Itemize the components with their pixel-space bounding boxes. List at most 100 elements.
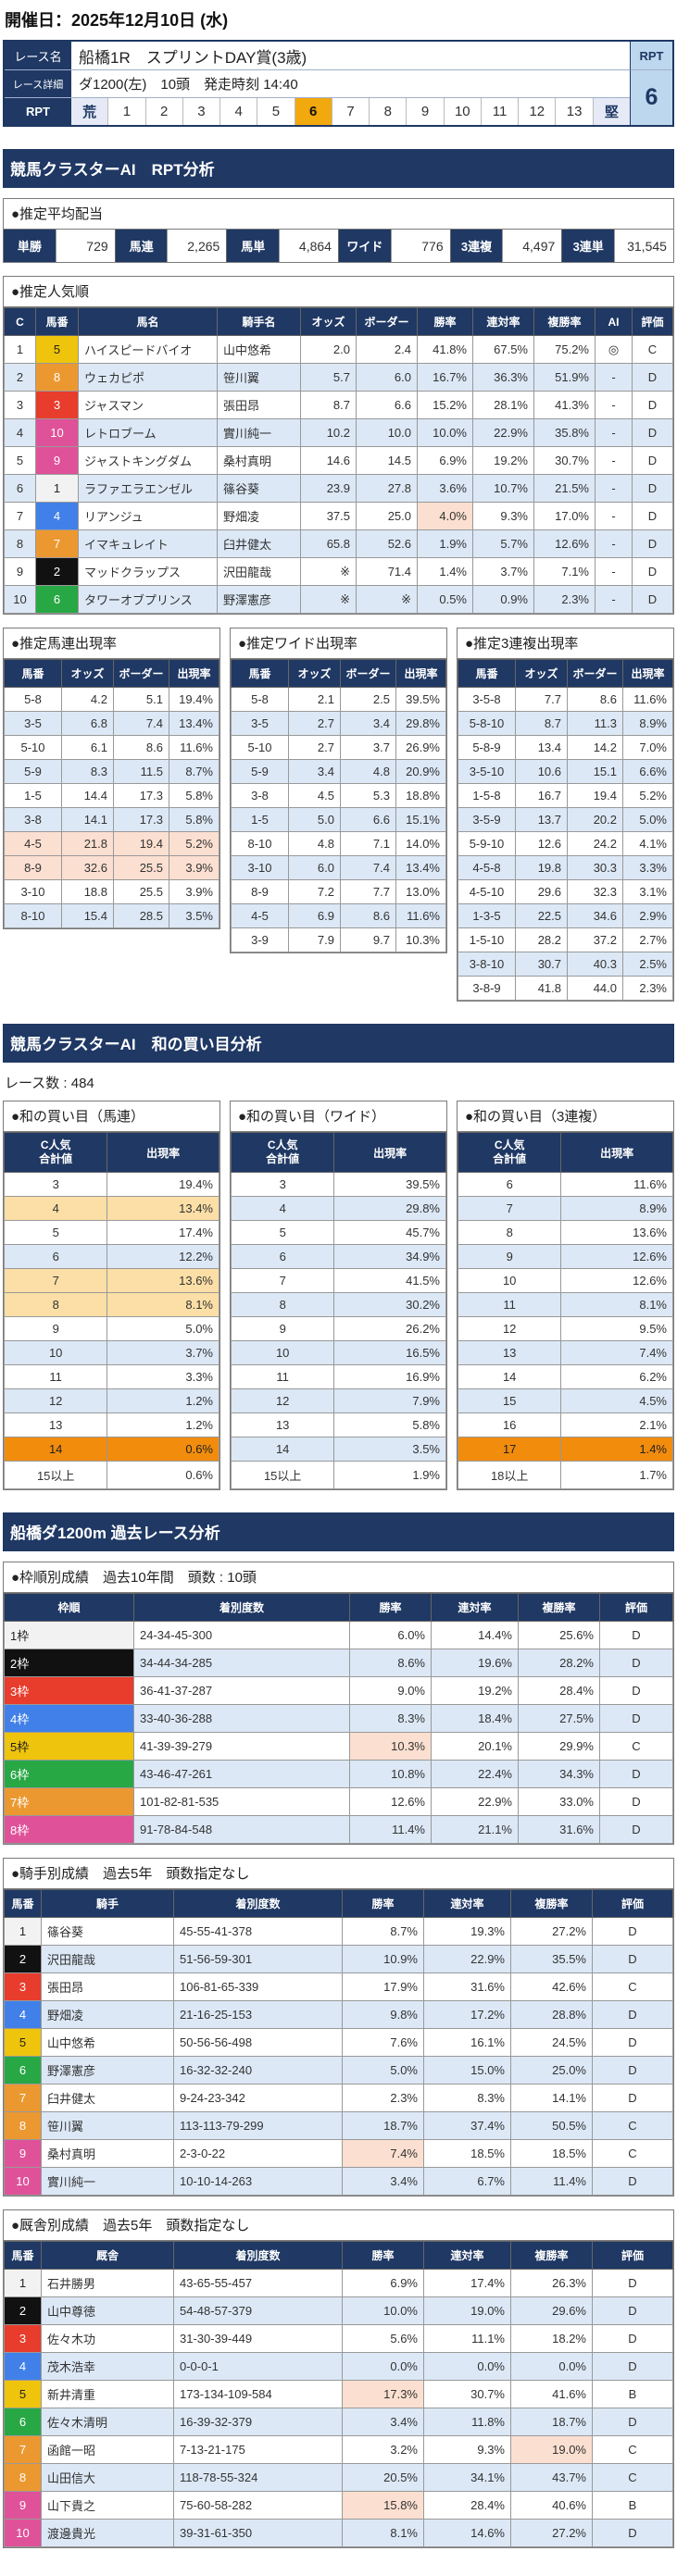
rpt-scale-cell-4[interactable]: 4 [219, 98, 257, 125]
rate-cell: 11.6% [169, 735, 219, 760]
show-rate-cell: 28.8% [510, 2000, 593, 2029]
column-header: 馬番 [458, 659, 516, 688]
win-rate-cell: 0.5% [417, 585, 473, 614]
table-row: 5枠 41-39-39-279 10.3% 20.1% 29.9% C [4, 1732, 673, 1761]
frame-cell: 1枠 [4, 1621, 134, 1649]
table-row: 7 函館一昭 7-13-21-175 3.2% 9.3% 19.0% C [4, 2435, 673, 2464]
rpt-scale-cell-1[interactable]: 1 [107, 98, 144, 125]
odds-cell: 6.9 [288, 903, 341, 928]
rate-cell: 8.9% [622, 711, 673, 736]
table-row: 1-3-5 22.5 34.6 2.9% [458, 903, 673, 928]
eval-cell: C [592, 2139, 673, 2168]
combination-cell: 4-5 [231, 903, 289, 928]
odds-cell: 14.4 [61, 783, 114, 808]
quinella-rate-cell: 8.3% [423, 2084, 511, 2112]
rpt-scale-cell-荒[interactable]: 荒 [71, 98, 108, 125]
rpt-scale-cell-10[interactable]: 10 [443, 98, 481, 125]
ai-mark-cell: - [595, 363, 633, 392]
show-rate-cell: 40.6% [510, 2491, 593, 2520]
odds-cell: 7.2 [288, 879, 341, 904]
table-row: 2 山中尊徳 54-48-57-379 10.0% 19.0% 29.6% D [4, 2296, 673, 2325]
table-row: 12 7.9% [230, 1388, 446, 1413]
eval-cell: B [592, 2380, 673, 2408]
table-row: 15以上 0.6% [3, 1461, 219, 1489]
rpt-scale-cell-堅[interactable]: 堅 [592, 98, 630, 125]
odds-cell: 37.5 [300, 502, 357, 530]
umaren-rate-box: ●推定馬連出現率 馬番 オッズ ボーダー 出現率 5-8 4.2 5.1 19.4% 3-5 6… [3, 628, 220, 929]
rpt-scale-cell-9[interactable]: 9 [406, 98, 443, 125]
odds-cell: 32.6 [61, 855, 114, 880]
rpt-scale-cell-12[interactable]: 12 [518, 98, 555, 125]
rate-cell: 5.0% [622, 807, 673, 832]
win-rate-cell: 3.4% [342, 2167, 424, 2196]
win-rate-cell: 6.9% [342, 2269, 424, 2297]
rpt-scale-cell-11[interactable]: 11 [480, 98, 518, 125]
rate-cell: 1.7% [560, 1461, 673, 1489]
rpt-scale-cell-2[interactable]: 2 [144, 98, 182, 125]
quinella-rate-cell: 19.3% [423, 1917, 511, 1946]
odds-cell: 15.4 [61, 903, 114, 928]
horse-number-cell: 10 [35, 418, 79, 447]
combination-cell: 4-5-10 [458, 879, 516, 904]
wa-body-1: 3 39.5% 4 29.8% 5 45.7% 6 34.9% 7 41.5% 8 30.2% 9 26.… [230, 1172, 446, 1489]
column-header: AI [595, 307, 633, 336]
table-row: 15以上 1.9% [230, 1461, 446, 1489]
table-row: 9 12.6% [457, 1244, 673, 1269]
table-row: 9 山下貴之 75-60-58-282 15.8% 28.4% 40.6% B [4, 2491, 673, 2520]
stable-name-cell: 新井清重 [41, 2380, 174, 2408]
table-row: 18以上 1.7% [457, 1461, 673, 1489]
wide-rate-table: 馬番 オッズ ボーダー 出現率 5-8 2.1 2.5 39.5% 3-5 2.7 3.4 29.8… [231, 659, 446, 952]
quinella-rate-cell: 22.9% [431, 1787, 519, 1816]
rpt-scale-cell-5[interactable]: 5 [257, 98, 294, 125]
rate-cell: 3.1% [622, 879, 673, 904]
jockey-name-cell: 篠谷葵 [217, 474, 301, 503]
win-rate-cell: 5.0% [342, 2056, 424, 2084]
win-rate-cell: 9.8% [342, 2000, 424, 2029]
popularity-sum-cell: 17 [457, 1437, 562, 1462]
odds-cell: 12.6 [515, 831, 568, 856]
rpt-scale-cell-6[interactable]: 6 [294, 98, 332, 125]
odds-cell: 30.7 [515, 952, 568, 977]
jockey-name-cell: 桑村真明 [41, 2139, 174, 2168]
show-rate-cell: 35.8% [533, 418, 596, 447]
border-cell: 25.5 [113, 855, 169, 880]
payout-value: 2,265 [167, 230, 226, 262]
rpt-scale-cell-8[interactable]: 8 [369, 98, 406, 125]
rpt-scale-cell-3[interactable]: 3 [182, 98, 219, 125]
rpt-scale-cell-7[interactable]: 7 [331, 98, 369, 125]
show-rate-cell: 0.0% [510, 2352, 593, 2381]
horse-number-cell: 3 [4, 1972, 42, 2001]
rate-cell: 7.0% [622, 735, 673, 760]
jockey-name-cell: 野畑凌 [41, 2000, 174, 2029]
record-cell: 10-10-14-263 [173, 2167, 343, 2196]
rate-cell: 16.9% [333, 1364, 446, 1389]
odds-cell: 3.4 [288, 759, 341, 784]
popularity-box: ●推定人気順 C 馬番 馬名 騎手名 オッズ ボーダー 勝率 連対率 複勝率 AI 評価 1 5 ハイス… [3, 276, 674, 615]
border-cell: 34.6 [567, 903, 623, 928]
rate-cell: 41.5% [333, 1268, 446, 1293]
quinella-rate-cell: 19.2% [472, 446, 534, 475]
wa-body-2: 6 11.6% 7 8.9% 8 13.6% 9 12.6% 10 12.6% 11 8.1% 12 9.… [457, 1172, 673, 1489]
eval-cell: D [599, 1704, 673, 1733]
odds-cell: 13.4 [515, 735, 568, 760]
show-rate-cell: 29.9% [518, 1732, 600, 1761]
column-header: 出現率 [395, 659, 446, 688]
quinella-rate-cell: 19.0% [423, 2296, 511, 2325]
column-header: 評価 [592, 2241, 673, 2270]
border-cell: 17.3 [113, 783, 169, 808]
rpt-scale-cell-13[interactable]: 13 [555, 98, 592, 125]
rate-cell: 18.8% [395, 783, 446, 808]
odds-cell: 6.1 [61, 735, 114, 760]
frame-results-title: ●枠順別成績 過去10年間 頭数 : 10頭 [4, 1562, 673, 1593]
popularity-sum-cell: 8 [3, 1292, 108, 1317]
popularity-table: C 馬番 馬名 騎手名 オッズ ボーダー 勝率 連対率 複勝率 AI 評価 1 5 ハイスピードバイオ山… [4, 307, 673, 614]
quinella-rate-cell: 28.4% [423, 2491, 511, 2520]
record-cell: 91-78-84-548 [133, 1815, 350, 1844]
combination-cell: 5-8 [4, 687, 62, 712]
popularity-sum-cell: 10 [230, 1340, 335, 1365]
combination-cell: 3-8 [4, 807, 62, 832]
rpt-row-label: RPT [5, 97, 71, 125]
combination-cell: 1-5-10 [458, 927, 516, 952]
show-rate-cell: 27.2% [510, 2519, 593, 2547]
popularity-sum-cell: 8 [230, 1292, 335, 1317]
